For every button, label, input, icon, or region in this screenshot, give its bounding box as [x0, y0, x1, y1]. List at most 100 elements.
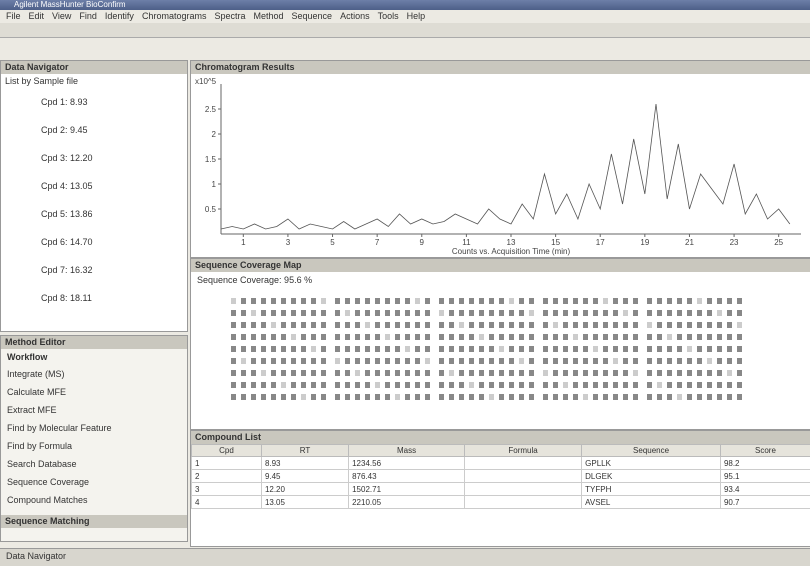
residue	[593, 310, 598, 316]
residue	[301, 298, 306, 304]
residue	[415, 370, 420, 376]
menu-item[interactable]: Spectra	[214, 11, 246, 21]
residue	[633, 334, 638, 340]
residue	[395, 358, 400, 364]
residue	[335, 370, 340, 376]
residue	[613, 382, 618, 388]
residue	[291, 358, 296, 364]
residue	[449, 322, 454, 328]
menu-item[interactable]: Tools	[377, 11, 399, 21]
residue	[405, 346, 410, 352]
menu-item[interactable]: Help	[406, 11, 426, 21]
residue	[593, 334, 598, 340]
residue	[459, 382, 464, 388]
residue	[385, 370, 390, 376]
residue	[697, 394, 702, 400]
tree-item[interactable]: Cpd 1: 8.93	[41, 97, 88, 107]
menu-item[interactable]: Actions	[340, 11, 370, 21]
residue	[321, 322, 326, 328]
compound-panel: Compound List Cpd RT Mass Formula Sequence Sc…	[190, 430, 810, 547]
residue	[425, 394, 430, 400]
tree-item[interactable]: Cpd 8: 18.11	[41, 293, 92, 303]
residue	[697, 346, 702, 352]
header-row: Cpd RT Mass Formula Sequence Score	[191, 444, 810, 457]
residue	[737, 298, 742, 304]
residue	[291, 310, 296, 316]
residue	[345, 382, 350, 388]
workflow-item[interactable]: Find by Molecular Feature	[7, 423, 112, 433]
residue	[677, 370, 682, 376]
menu-item[interactable]: View	[52, 11, 72, 21]
tree-item[interactable]: Cpd 6: 14.70	[41, 237, 93, 247]
residue	[261, 358, 266, 364]
menu-item[interactable]: Method	[253, 11, 284, 21]
residue	[365, 382, 370, 388]
workflow-item[interactable]: Find by Formula	[7, 441, 73, 451]
residue	[603, 334, 608, 340]
residue	[667, 346, 672, 352]
workflow-item[interactable]: Compound Matches	[7, 495, 88, 505]
residue	[553, 370, 558, 376]
residue	[311, 358, 316, 364]
residue	[291, 370, 296, 376]
tree-item[interactable]: Cpd 5: 13.86	[41, 209, 93, 219]
residue	[593, 358, 598, 364]
chromatogram-panel: Chromatogram Results x10^5 0.5 1 1.5 2 2.5 1 3 5…	[190, 60, 810, 258]
residue	[241, 358, 246, 364]
residue	[459, 298, 464, 304]
residue	[519, 358, 524, 364]
x-tick-label: 25	[774, 238, 783, 247]
table-row[interactable]: 2 9.45 876.43 DLGEK 95.1	[191, 469, 810, 483]
residue	[375, 298, 380, 304]
residue	[251, 322, 256, 328]
residue	[385, 298, 390, 304]
residue	[251, 310, 256, 316]
residue	[737, 334, 742, 340]
residue	[345, 334, 350, 340]
residue	[251, 382, 256, 388]
workflow-item[interactable]: Extract MFE	[7, 405, 57, 415]
residue	[479, 394, 484, 400]
menu-item[interactable]: Sequence	[291, 11, 333, 21]
menu-item[interactable]: Identify	[104, 11, 134, 21]
menu-item[interactable]: Find	[79, 11, 97, 21]
residue	[707, 298, 712, 304]
residue	[439, 298, 444, 304]
residue	[281, 310, 286, 316]
residue	[251, 394, 256, 400]
tree-item[interactable]: Cpd 7: 16.32	[41, 265, 93, 275]
residue	[261, 394, 266, 400]
residue	[647, 298, 652, 304]
workflow-item[interactable]: Integrate (MS)	[7, 369, 65, 379]
residue	[563, 322, 568, 328]
tree-item[interactable]: Cpd 2: 9.45	[41, 125, 88, 135]
workflow-item[interactable]: Calculate MFE	[7, 387, 67, 397]
residue	[667, 358, 672, 364]
menu-item[interactable]: Chromatograms	[141, 11, 207, 21]
residue	[707, 370, 712, 376]
coverage-label: Sequence Coverage: 95.6 %	[197, 275, 313, 285]
menu-item[interactable]: File	[6, 11, 21, 21]
tree-item[interactable]: Cpd 4: 13.05	[41, 181, 93, 191]
cell: 1502.71	[348, 482, 465, 496]
workflow-item[interactable]: Sequence Coverage	[7, 477, 90, 487]
residue	[737, 322, 742, 328]
residue	[321, 382, 326, 388]
residue	[529, 370, 534, 376]
table-row[interactable]: 1 8.93 1234.56 GPLLK 98.2	[191, 456, 810, 470]
residue	[335, 298, 340, 304]
tree-item[interactable]: Cpd 3: 12.20	[41, 153, 93, 163]
menu-item[interactable]: Edit	[28, 11, 45, 21]
cell	[463, 482, 583, 496]
residue	[291, 334, 296, 340]
residue	[633, 382, 638, 388]
residue	[717, 370, 722, 376]
table-row[interactable]: 3 12.20 1502.71 TYFPH 93.4	[191, 482, 810, 496]
residue	[251, 334, 256, 340]
tab[interactable]: Data Navigator	[6, 551, 67, 561]
cell: 4	[191, 495, 262, 509]
workflow-item[interactable]: Search Database	[7, 459, 77, 469]
table-row[interactable]: 4 13.05 2210.05 AVSEL 90.7	[191, 495, 810, 509]
residue	[425, 310, 430, 316]
residue	[355, 322, 360, 328]
